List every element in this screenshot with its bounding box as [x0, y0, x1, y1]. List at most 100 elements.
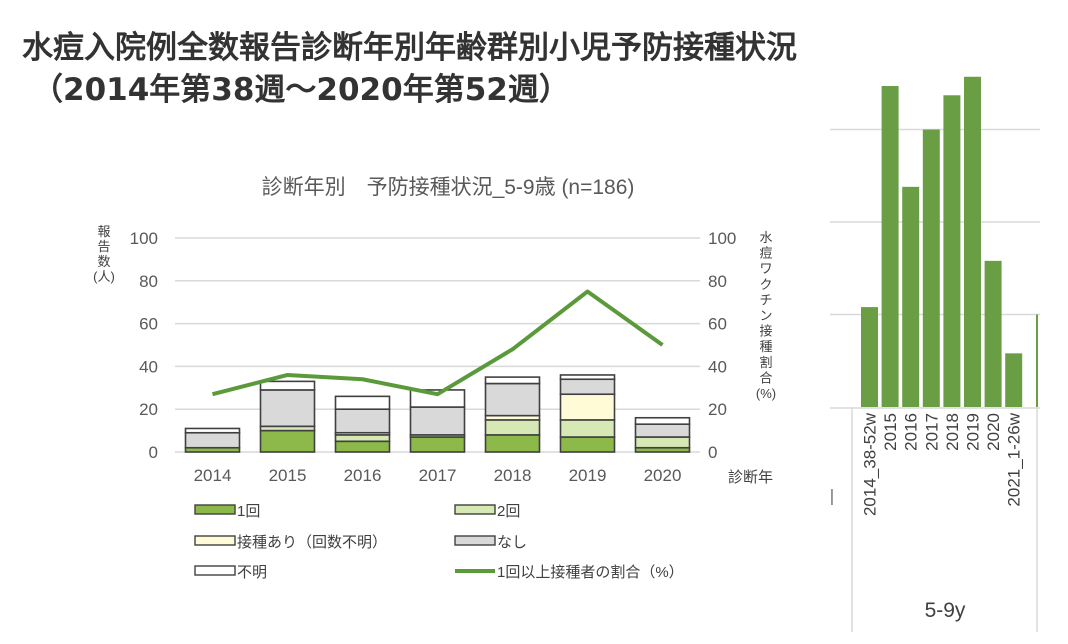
- x-tick-label: 2016: [902, 413, 921, 451]
- left-group-mark: —: [830, 489, 840, 505]
- bar: [943, 95, 961, 408]
- y-tick-label: 100: [130, 229, 158, 248]
- y2-tick-label: 40: [708, 357, 727, 376]
- legend-label: 1回: [237, 503, 260, 520]
- bar-segment: [484, 376, 541, 385]
- legend-swatch: [194, 504, 236, 515]
- bar-segment: [484, 382, 541, 417]
- bars: [184, 374, 691, 453]
- y-tick-label: 60: [139, 315, 158, 334]
- y-axis-label: 報告数(人): [93, 224, 115, 284]
- x-tick-label: 2015: [881, 413, 900, 451]
- bar: [861, 307, 878, 407]
- page-title: 水痘入院例全数報告診断年別年齢群別小児予防接種状況: [22, 30, 797, 66]
- y2-axis-label-char: 接: [759, 324, 772, 339]
- y-tick-label: 0: [149, 443, 158, 462]
- y-tick-label: 20: [139, 400, 158, 419]
- legend-label: 不明: [237, 564, 267, 581]
- legend-item: 1回: [194, 503, 260, 520]
- group-label: 5-9y: [925, 599, 966, 622]
- y2-axis-label-char: ワ: [759, 261, 772, 276]
- y-tick-label: 80: [139, 272, 158, 291]
- y2-tick-label: 100: [708, 229, 736, 248]
- y2-axis-label-char: チ: [759, 292, 772, 307]
- legend-item: 2回: [454, 503, 520, 520]
- y2-axis-label-char: ク: [759, 277, 772, 292]
- y-axis-label-char: 数: [97, 254, 110, 269]
- page-subtitle: （2014年第38週～2020年第52週）: [32, 72, 570, 108]
- y2-tick-label: 0: [708, 443, 717, 462]
- bar-segment: [484, 419, 541, 436]
- x-axis-label: 診断年: [728, 469, 773, 486]
- bar-segment: [259, 380, 316, 391]
- y2-tick-label: 20: [708, 400, 727, 419]
- chart-title: 診断年別 予防接種状況_5-9歳 (n=186): [262, 176, 635, 199]
- bar-segment: [484, 434, 541, 453]
- x-tick-label: 2017: [419, 466, 457, 485]
- y2-axis-label-char: 水: [759, 230, 772, 245]
- legend-item: なし: [454, 534, 527, 551]
- stacked-bar-chart: 診断年別 予防接種状況_5-9歳 (n=186) 0 20 40 60 80 100 0 2…: [93, 176, 776, 581]
- y2-tick-label: 60: [708, 315, 727, 334]
- y-axis-ticks: 0 20 40 60 80 100: [130, 229, 158, 462]
- bar-segment: [559, 378, 616, 396]
- bar-segment: [334, 440, 391, 453]
- x-tick-label: 2018: [494, 466, 532, 485]
- legend-swatch: [454, 535, 496, 546]
- partial-bar-chart: 2014_38-52w 2015 2016 2017 2018 2019 2020 2021_…: [830, 76, 1040, 632]
- bar-segment: [559, 374, 616, 381]
- y-axis-label-char: 告: [97, 239, 110, 254]
- bar-segment: [634, 423, 691, 438]
- bar-segment: [559, 436, 616, 453]
- x-axis-ticks: 2014_38-52w 2015 2016 2017 2018 2019 2020 2021_…: [861, 412, 1024, 516]
- x-tick-label: 2014_38-52w: [861, 412, 880, 516]
- x-tick-label: 2014: [194, 466, 232, 485]
- legend-label: 2回: [497, 503, 520, 520]
- x-tick-label: 2020: [644, 466, 682, 485]
- y2-axis-label-char: ン: [759, 308, 772, 323]
- bar: [1005, 353, 1023, 407]
- x-tick-label: 2019: [964, 413, 983, 451]
- y2-axis-label-char: 種: [759, 339, 772, 354]
- y-axis-label-char: (人): [93, 269, 115, 284]
- bar-segment: [259, 429, 316, 453]
- y2-axis-label-char: 合: [759, 370, 772, 385]
- bar: [881, 86, 899, 408]
- y-tick-label: 40: [139, 357, 158, 376]
- bar-segment: [334, 408, 391, 434]
- bar-segment: [409, 389, 466, 408]
- bar-segment: [184, 427, 241, 434]
- legend-swatch: [454, 504, 496, 515]
- bar-segment: [634, 436, 691, 449]
- legend-label: 1回以上接種者の割合（%）: [497, 564, 684, 581]
- y2-axis-ticks: 0 20 40 60 80 100: [708, 229, 736, 462]
- bars: [861, 76, 1023, 408]
- bar-segment: [259, 389, 316, 428]
- bar-segment: [409, 406, 466, 436]
- legend-swatch: [194, 565, 236, 576]
- x-tick-label: 2018: [943, 413, 962, 451]
- y-axis-label-char: 報: [97, 224, 110, 239]
- x-tick-label: 2016: [344, 466, 382, 485]
- vaccination-rate-line: [212, 289, 664, 397]
- bar-segment: [634, 416, 691, 425]
- x-tick-label: 2017: [922, 413, 941, 451]
- bar-segment: [334, 434, 391, 443]
- legend-item: 不明: [194, 564, 267, 581]
- y2-tick-label: 80: [708, 272, 727, 291]
- bar-segment: [409, 436, 466, 453]
- bar-segment: [559, 393, 616, 421]
- bar-segment: [559, 419, 616, 438]
- legend-label: なし: [497, 534, 527, 551]
- y2-axis-label-char: 割: [759, 355, 772, 370]
- legend-label: 接種あり（回数不明）: [237, 534, 387, 551]
- bar: [984, 260, 1002, 407]
- x-axis-ticks: 2014 2015 2016 2017 2018 2019 2020: [194, 466, 682, 485]
- bar: [964, 76, 981, 408]
- y2-axis-label-char: 痘: [759, 246, 772, 261]
- x-tick-label: 2021_1-26w: [1005, 412, 1024, 506]
- x-tick-label: 2019: [569, 466, 607, 485]
- legend-item: 接種あり（回数不明）: [194, 534, 387, 551]
